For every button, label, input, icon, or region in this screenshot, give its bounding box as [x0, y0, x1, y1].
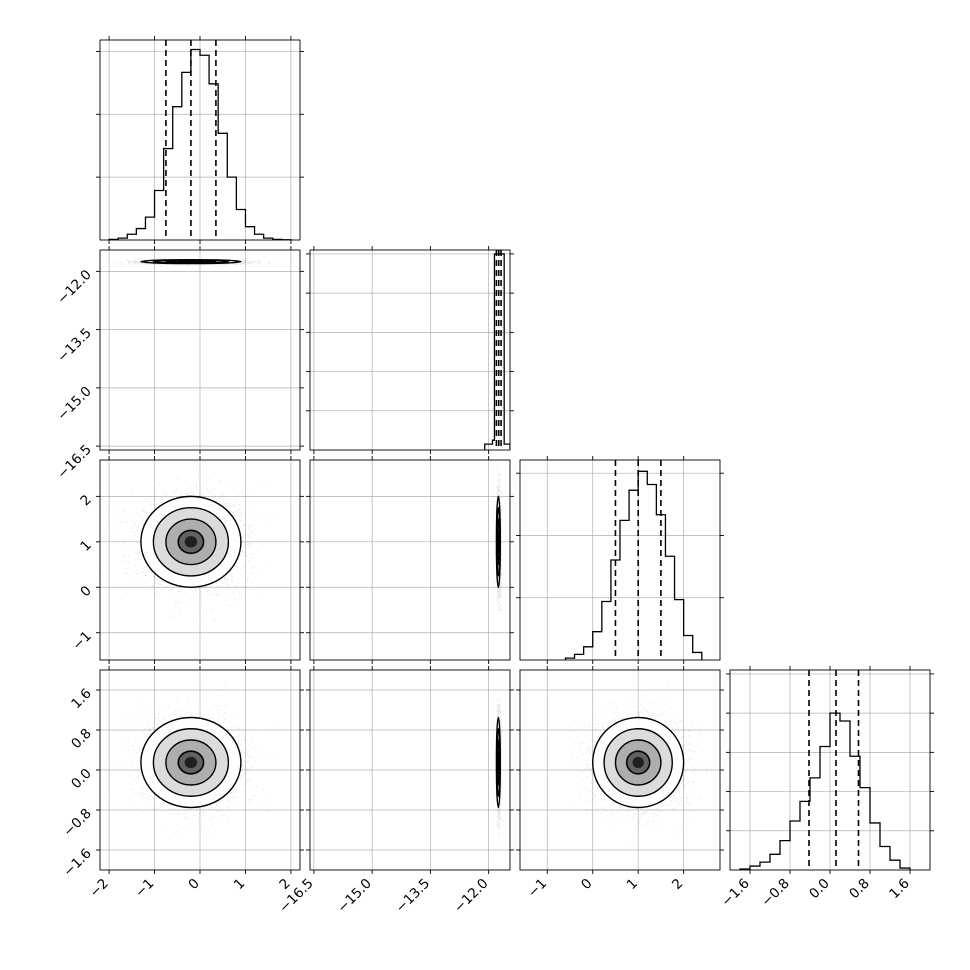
x-tick-label: 2 — [669, 876, 686, 893]
contour — [165, 518, 217, 566]
y-tick-label: −1.6 — [60, 846, 94, 880]
panel-content — [310, 670, 510, 870]
y-tick-label: 0.0 — [68, 766, 95, 793]
scatter-panel: −1 0 1 2 — [69, 456, 304, 664]
x-tick-label: −1.6 — [718, 876, 752, 910]
x-tick-label: −2 — [87, 876, 112, 901]
histogram-panel — [516, 456, 724, 664]
y-tick-label: −15.0 — [54, 383, 95, 424]
x-tick-label: −1 — [132, 876, 157, 901]
x-tick-label: −15.0 — [334, 876, 375, 917]
contour — [592, 716, 685, 809]
contour — [603, 728, 673, 797]
x-tick-label: 0.0 — [806, 876, 833, 903]
contour — [152, 728, 230, 797]
contour — [614, 739, 662, 786]
histogram-panel — [306, 246, 514, 454]
y-tick-label: −16.5 — [54, 442, 95, 483]
x-tick-label: 1 — [624, 876, 641, 893]
histogram-panel — [96, 36, 304, 244]
y-tick-label: −0.8 — [60, 806, 94, 840]
scatter-panel: −2 −1 0 1 2−1.6−0.80.00.81.6 — [60, 666, 304, 901]
histogram-panel: −1.6 −0.8 0.0 0.8 1.6 — [718, 666, 934, 910]
panel-border — [519, 459, 721, 661]
panel-content — [100, 40, 300, 240]
contour — [177, 750, 205, 775]
contour — [177, 260, 205, 263]
y-tick-label: 1 — [77, 537, 94, 554]
x-tick-label: −12.0 — [451, 876, 492, 917]
y-tick-label: −12.0 — [54, 267, 95, 308]
histogram-step — [564, 470, 703, 660]
contour — [497, 750, 500, 775]
y-tick-label: 1.6 — [68, 686, 95, 713]
x-tick-label: −13.5 — [393, 876, 434, 917]
contour — [165, 739, 217, 786]
scatter-panel: −16.5−15.0−13.5−12.0 — [276, 666, 514, 916]
x-tick-label: 0.8 — [846, 876, 873, 903]
panel-content — [310, 460, 510, 660]
contour — [140, 716, 242, 809]
density-fill — [184, 536, 198, 548]
contour — [177, 529, 205, 554]
density-fill — [184, 756, 198, 769]
histogram-step — [108, 48, 292, 240]
contour — [497, 529, 500, 554]
x-tick-label: 1 — [231, 876, 248, 893]
contour — [140, 495, 242, 588]
contour — [152, 507, 230, 577]
y-tick-label: 2 — [77, 492, 94, 509]
panel-content — [100, 670, 300, 870]
x-tick-label: −0.8 — [758, 876, 792, 910]
panel-content — [100, 250, 300, 450]
scatter-panel: −16.5 −15.0 −13.5 −12.0 — [54, 246, 304, 482]
y-tick-label: −13.5 — [54, 325, 95, 366]
x-tick-label: 1.6 — [886, 876, 913, 903]
x-tick-label: 0 — [185, 876, 202, 893]
histogram-step — [484, 253, 510, 450]
y-tick-label: −1 — [69, 628, 94, 653]
panel-border — [309, 459, 511, 661]
panel-content — [310, 250, 510, 450]
x-tick-label: 0 — [578, 876, 595, 893]
y-tick-label: 0.8 — [68, 726, 95, 753]
panel-content — [100, 460, 300, 660]
y-tick-label: 0 — [77, 583, 94, 600]
histogram-step — [739, 712, 911, 870]
panel-content — [730, 670, 930, 870]
panel-content — [520, 460, 720, 660]
contour — [626, 750, 651, 775]
scatter-panel: −1 0 1 2 — [516, 666, 724, 901]
panel-content — [520, 670, 720, 870]
scatter-panel — [306, 456, 514, 664]
x-tick-label: −1 — [525, 876, 550, 901]
panel-border — [309, 249, 511, 451]
density-fill — [632, 756, 644, 769]
